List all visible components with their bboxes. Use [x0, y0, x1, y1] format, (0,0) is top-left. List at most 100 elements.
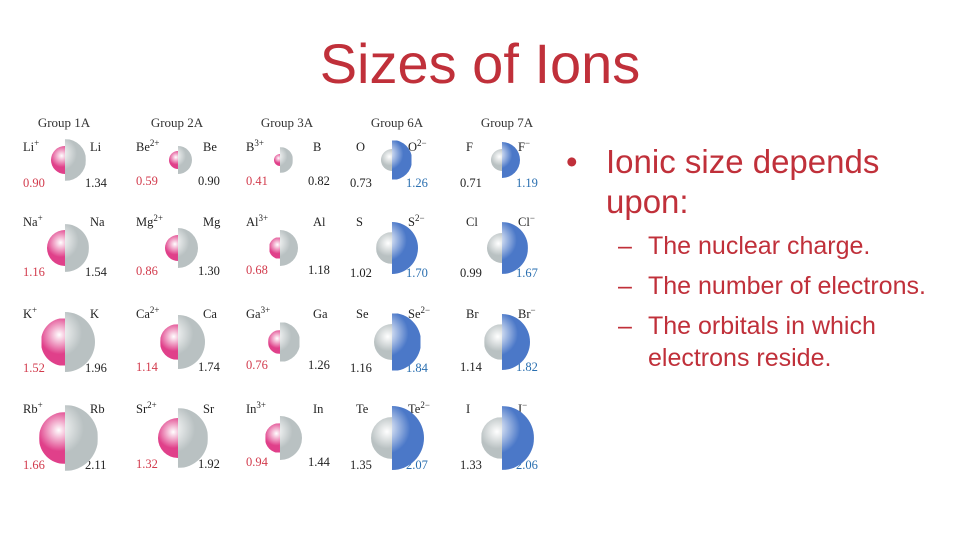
ion-label-charge: 3+	[256, 400, 266, 410]
ion-label: Rb+	[23, 400, 43, 417]
ion-label-charge: 3+	[260, 305, 271, 315]
ion-radius-value: 0.41	[246, 174, 268, 189]
ion-radius-value: 0.90	[23, 176, 45, 191]
ion-label: S2−	[408, 213, 425, 230]
group-header: Group 6A	[370, 115, 424, 130]
ion-label-charge: 2−	[417, 138, 427, 148]
ion-label: In3+	[246, 400, 266, 417]
atom-radius-value: 0.82	[308, 174, 330, 189]
anion-sphere	[501, 141, 521, 179]
ion-label-charge: +	[32, 305, 38, 315]
atom-radius-value: 1.33	[460, 457, 482, 472]
ion-radius-value: 1.84	[406, 360, 428, 375]
subbullet-1: – The nuclear charge.	[562, 230, 952, 262]
atom-radius-value: 0.90	[198, 174, 220, 189]
ion-label: O2−	[408, 138, 427, 155]
ion-label: Br−	[518, 305, 536, 322]
ion-label-charge: −	[529, 213, 535, 223]
group-header: Group 3A	[260, 115, 314, 130]
ion-radius-value: 1.67	[516, 265, 538, 280]
atom-radius-value: 1.34	[85, 176, 107, 191]
ion-radius-value: 1.82	[516, 360, 538, 375]
atom-label: I	[466, 402, 471, 416]
ion-label-charge: +	[37, 400, 43, 410]
atom-radius-value: 1.92	[198, 456, 220, 471]
cation-sphere	[160, 324, 178, 360]
ion-size-figure: Group 1A Li+ Li 0.90 1.34 Na+ Na 1.16 1.54 K+ K 1.5…	[0, 100, 560, 485]
atom-sphere	[279, 322, 300, 362]
atom-label: B	[313, 140, 322, 154]
ion-label-charge: 2+	[149, 138, 160, 148]
atom-label: Cl	[466, 215, 478, 229]
atom-label: F	[466, 140, 473, 154]
anion-sphere	[501, 222, 528, 274]
ion-radius-value: 1.52	[23, 361, 45, 376]
ion-label-charge: 3+	[254, 138, 264, 148]
ion-label: Ca2+	[136, 305, 160, 322]
atom-radius-value: 1.44	[308, 454, 330, 469]
atom-label: Se	[356, 307, 369, 321]
atom-sphere	[177, 315, 205, 369]
subbullet-3: – The orbitals in which electrons reside…	[562, 310, 952, 374]
ion-label: Be2+	[136, 138, 160, 155]
subbullet-2: – The number of electrons.	[562, 270, 952, 302]
ion-radius-value: 1.19	[516, 175, 538, 190]
slide-title: Sizes of Ions	[319, 32, 641, 95]
atom-label: Sr	[203, 402, 215, 416]
atom-radius-value: 1.30	[198, 264, 220, 279]
atom-label: Ca	[203, 307, 217, 321]
atom-label: K	[90, 307, 100, 321]
ion-radius-value: 1.14	[136, 360, 158, 375]
atom-radius-value: 1.74	[198, 360, 220, 375]
anion-sphere	[391, 313, 421, 371]
ion-label-charge: 2−	[420, 400, 430, 410]
atom-sphere	[481, 417, 502, 459]
atom-radius-value: 0.99	[460, 265, 482, 280]
dash-icon: –	[618, 272, 632, 300]
atom-radius-value: 1.96	[85, 361, 107, 376]
atom-sphere	[177, 227, 199, 269]
atom-radius-value: 1.35	[350, 457, 372, 472]
atom-sphere	[490, 148, 502, 171]
cation-sphere	[47, 230, 65, 266]
ion-label-charge: 2+	[149, 305, 160, 315]
ion-radius-value: 1.16	[23, 265, 45, 280]
atom-radius-value: 1.02	[350, 265, 372, 280]
cation-sphere	[41, 318, 65, 366]
group-header: Group 2A	[150, 115, 204, 130]
ion-radius-value: 0.76	[246, 357, 268, 372]
atom-radius-value: 1.54	[85, 265, 107, 280]
bullet-list: • Ionic size depends upon: – The nuclear…	[562, 142, 952, 374]
atom-sphere	[64, 224, 89, 272]
atom-label: Na	[90, 215, 105, 229]
ion-radius-value: 0.86	[136, 264, 158, 279]
atom-label: Li	[90, 140, 102, 154]
atom-radius-value: 1.14	[460, 360, 482, 375]
bullet-main: • Ionic size depends upon:	[562, 142, 952, 222]
atom-sphere	[380, 148, 392, 172]
ion-radius-value: 1.70	[406, 265, 428, 280]
subbullet-text: The number of electrons.	[648, 272, 926, 300]
ion-label-charge: 2−	[420, 305, 431, 315]
atom-label: Ga	[313, 307, 328, 321]
ion-label-charge: 2+	[153, 213, 163, 223]
cation-sphere	[157, 417, 178, 459]
ion-radius-value: 0.68	[246, 263, 268, 278]
atom-label: Be	[203, 140, 217, 154]
ion-label: Se2−	[408, 305, 431, 322]
atom-label: Br	[466, 307, 479, 321]
bullet-main-text: Ionic size depends upon:	[606, 143, 880, 220]
subbullet-text: The nuclear charge.	[648, 232, 871, 260]
atom-sphere	[376, 232, 392, 264]
dash-icon: –	[618, 312, 632, 340]
atom-sphere	[279, 147, 293, 173]
atom-sphere	[371, 417, 392, 459]
ion-label-charge: 2−	[414, 213, 425, 223]
ion-label-charge: −	[522, 400, 528, 410]
ion-radius-value: 1.26	[406, 175, 428, 190]
ion-radius-value: 0.59	[136, 174, 158, 189]
group-header: Group 7A	[480, 115, 534, 130]
cation-sphere	[168, 150, 178, 170]
dash-icon: –	[618, 232, 632, 260]
atom-label: Al	[313, 215, 326, 229]
